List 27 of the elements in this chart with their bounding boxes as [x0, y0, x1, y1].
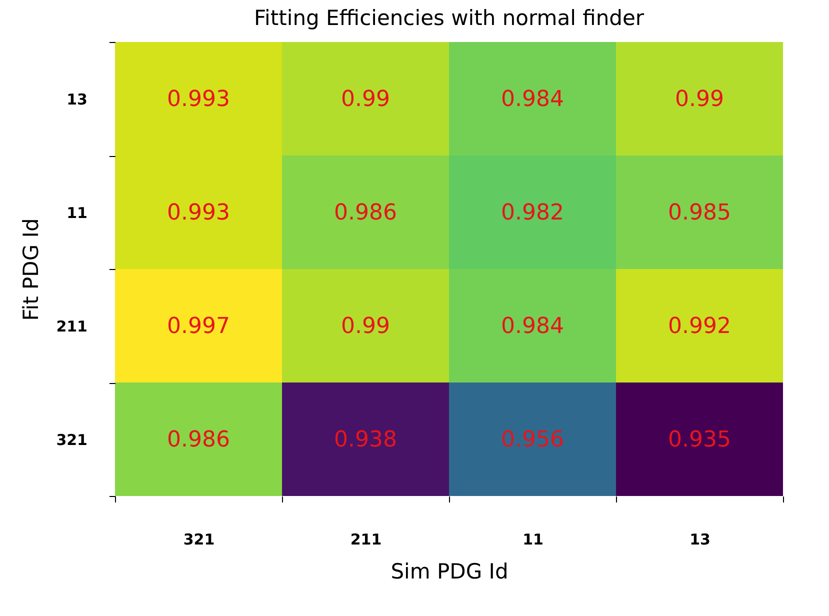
data-label: 0.984 — [501, 314, 564, 339]
x-tick-label: 11 — [522, 530, 544, 548]
y-tick-label: 13 — [66, 90, 88, 108]
x-axis-title: Sim PDG Id — [390, 560, 508, 584]
chart-title: Fitting Efficiencies with normal finder — [254, 6, 644, 30]
data-label: 0.99 — [675, 86, 724, 112]
data-label: 0.99 — [341, 314, 390, 339]
data-label: 0.986 — [334, 200, 397, 226]
x-tick-label: 211 — [350, 530, 382, 548]
data-label: 0.993 — [167, 86, 230, 112]
data-label: 0.986 — [167, 427, 230, 452]
x-tick-label: 321 — [183, 530, 215, 548]
data-label: 0.984 — [501, 86, 564, 112]
data-label: 0.997 — [167, 314, 230, 339]
data-label: 0.993 — [167, 200, 230, 226]
y-axis-title: Fit PDG Id — [19, 218, 44, 321]
data-label: 0.992 — [668, 314, 731, 339]
y-tick-label: 211 — [56, 317, 88, 336]
y-tick-label: 321 — [56, 430, 88, 449]
data-label: 0.935 — [668, 427, 731, 452]
data-label: 0.956 — [501, 427, 564, 452]
data-label: 0.982 — [501, 200, 564, 226]
x-tick-label: 13 — [690, 530, 710, 548]
data-label: 0.985 — [668, 200, 731, 226]
data-label: 0.938 — [334, 427, 397, 452]
y-tick-label: 11 — [66, 204, 88, 222]
data-label: 0.99 — [341, 86, 390, 112]
